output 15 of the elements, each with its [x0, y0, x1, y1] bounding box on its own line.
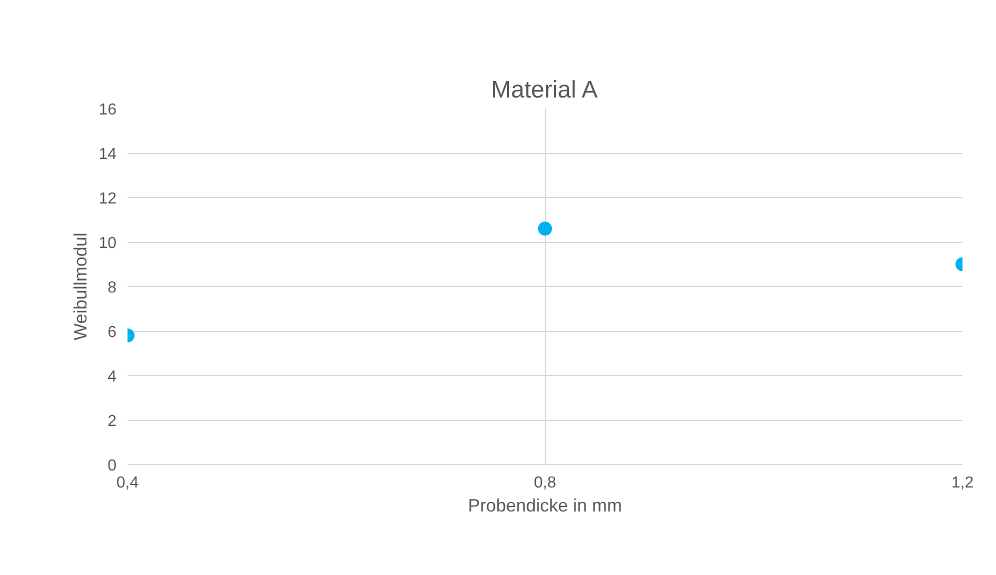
x-tick-label: 0,8 — [534, 474, 556, 492]
chart-title: Material A — [490, 76, 598, 104]
y-tick-label: 4 — [108, 368, 117, 386]
x-tick-label: 1,2 — [951, 474, 974, 492]
x-axis-title: Probendicke in mm — [468, 496, 622, 516]
y-tick-label: 2 — [108, 413, 117, 430]
y-tick-label: 0 — [108, 458, 117, 474]
y-tick-label: 10 — [98, 235, 117, 252]
y-tick-label: 8 — [108, 280, 117, 296]
y-tick-label: 6 — [108, 324, 117, 341]
y-axis-title: Weibullmodul — [70, 232, 91, 340]
y-tick-label: 16 — [98, 102, 117, 118]
x-tick-label: 0,4 — [116, 474, 139, 492]
y-tick-label: 12 — [98, 190, 117, 208]
y-tick-label: 14 — [98, 146, 117, 163]
